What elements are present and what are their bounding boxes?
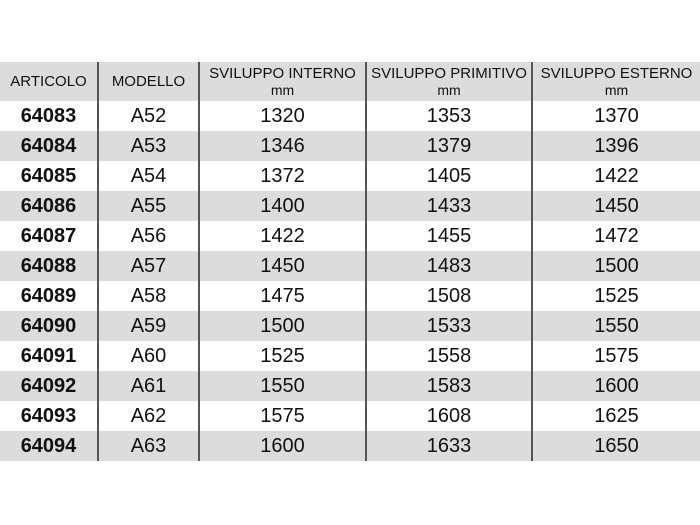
articolo-cell: 64090 [20,314,77,337]
header-label: SVILUPPO PRIMITIVO [371,64,527,82]
table-row: 64086 A55 1400 1433 1450 [0,191,700,221]
articolo-cell: 64086 [20,194,77,217]
articolo-cell: 64093 [20,404,77,427]
header-label: MODELLO [111,73,186,90]
sviluppo-primitivo-cell: 1633 [365,431,532,461]
sviluppo-primitivo-cell: 1533 [365,311,532,341]
articolo-cell: 64092 [20,374,77,397]
sviluppo-interno-cell: 1500 [198,311,366,341]
modello-cell: A63 [97,431,199,461]
sviluppo-interno-cell: 1600 [198,431,366,461]
articolo-cell: 64089 [20,284,77,307]
header-unit: mm [437,81,461,98]
sviluppo-esterno-cell: 1450 [531,191,700,221]
table-row: 64090 A59 1500 1533 1550 [0,311,700,341]
sviluppo-esterno-cell: 1550 [531,311,700,341]
header-unit: mm [270,81,295,98]
sviluppo-primitivo-cell: 1483 [365,251,532,281]
sviluppo-primitivo-cell: 1508 [365,281,532,311]
modello-cell: A53 [97,131,199,161]
modello-cell: A60 [97,341,199,371]
sviluppo-interno-cell: 1372 [198,161,366,191]
sviluppo-primitivo-cell: 1558 [365,341,532,371]
sviluppo-interno-cell: 1346 [198,131,366,161]
modello-cell: A62 [97,401,199,431]
sviluppo-esterno-cell: 1625 [531,401,700,431]
modello-cell: A52 [97,101,199,131]
articolo-cell: 64085 [20,164,77,187]
header-label: SVILUPPO INTERNO [209,64,356,82]
column-header: SVILUPPO ESTERNO mm [531,62,700,101]
modello-cell: A59 [97,311,199,341]
table-row: 64094 A63 1600 1633 1650 [0,431,700,461]
column-header: SVILUPPO PRIMITIVO mm [365,62,532,101]
sviluppo-primitivo-cell: 1379 [365,131,532,161]
column-header: ARTICOLO [0,62,98,101]
sviluppo-interno-cell: 1475 [198,281,366,311]
sviluppo-esterno-cell: 1575 [531,341,700,371]
sviluppo-primitivo-cell: 1608 [365,401,532,431]
sviluppo-primitivo-cell: 1583 [365,371,532,401]
sviluppo-esterno-cell: 1396 [531,131,700,161]
header-label: ARTICOLO [10,73,87,90]
sviluppo-esterno-cell: 1472 [531,221,700,251]
table-row: 64089 A58 1475 1508 1525 [0,281,700,311]
header-label: SVILUPPO ESTERNO [540,64,693,82]
sviluppo-primitivo-cell: 1433 [365,191,532,221]
articolo-cell: 64088 [20,254,77,277]
table-row: 64088 A57 1450 1483 1500 [0,251,700,281]
modello-cell: A57 [97,251,199,281]
articolo-cell: 64094 [20,434,77,457]
articolo-cell: 64084 [20,134,77,157]
table-row: 64091 A60 1525 1558 1575 [0,341,700,371]
sviluppo-primitivo-cell: 1405 [365,161,532,191]
sviluppo-primitivo-cell: 1455 [365,221,532,251]
column-header: SVILUPPO INTERNO mm [198,62,366,101]
product-table: ARTICOLO MODELLO SVILUPPO INTERNO mm SVILUPP… [0,62,700,461]
table-row: 64093 A62 1575 1608 1625 [0,401,700,431]
column-header: MODELLO [97,62,199,101]
modello-cell: A55 [97,191,199,221]
header-row: ARTICOLO MODELLO SVILUPPO INTERNO mm SVILUPP… [0,62,700,101]
sviluppo-interno-cell: 1450 [198,251,366,281]
header-unit: mm [604,81,629,98]
sviluppo-primitivo-cell: 1353 [365,101,532,131]
sviluppo-interno-cell: 1400 [198,191,366,221]
table-row: 64092 A61 1550 1583 1600 [0,371,700,401]
modello-cell: A58 [97,281,199,311]
sviluppo-esterno-cell: 1370 [531,101,700,131]
sviluppo-esterno-cell: 1500 [531,251,700,281]
modello-cell: A61 [97,371,199,401]
articolo-cell: 64083 [20,104,77,127]
table-row: 64085 A54 1372 1405 1422 [0,161,700,191]
articolo-cell: 64087 [20,224,77,247]
modello-cell: A56 [97,221,199,251]
table-row: 64083 A52 1320 1353 1370 [0,101,700,131]
table-row: 64087 A56 1422 1455 1472 [0,221,700,251]
articolo-cell: 64091 [20,344,77,367]
sviluppo-interno-cell: 1525 [198,341,366,371]
sviluppo-interno-cell: 1320 [198,101,366,131]
sviluppo-esterno-cell: 1422 [531,161,700,191]
sviluppo-esterno-cell: 1600 [531,371,700,401]
sviluppo-interno-cell: 1550 [198,371,366,401]
sviluppo-esterno-cell: 1650 [531,431,700,461]
sviluppo-interno-cell: 1575 [198,401,366,431]
sviluppo-interno-cell: 1422 [198,221,366,251]
modello-cell: A54 [97,161,199,191]
table-row: 64084 A53 1346 1379 1396 [0,131,700,161]
sviluppo-esterno-cell: 1525 [531,281,700,311]
